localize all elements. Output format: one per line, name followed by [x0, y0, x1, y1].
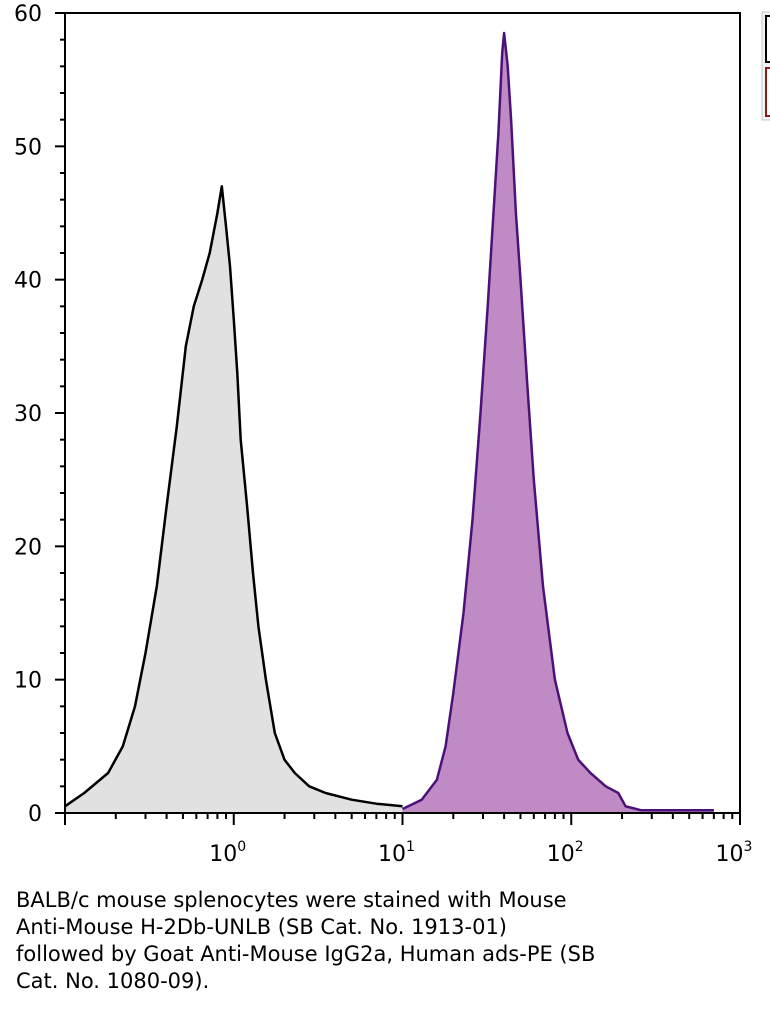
x-tick-exponent: 3 — [744, 839, 753, 855]
legend-swatch-stained — [765, 67, 770, 117]
x-axis: 100 101 102 103 — [64, 813, 753, 867]
y-tick-label: 30 — [14, 402, 42, 427]
x-tick-exponent: 2 — [575, 839, 584, 855]
x-tick-exponent: 1 — [406, 839, 415, 855]
y-tick-label: 40 — [14, 269, 42, 294]
y-tick-label: 10 — [14, 669, 42, 694]
series-layer — [64, 31, 714, 814]
x-tick-label: 100 — [209, 839, 246, 867]
y-tick-label: 50 — [14, 135, 42, 160]
y-tick-label: 60 — [14, 2, 42, 27]
series-1-line — [64, 185, 403, 808]
legend-box — [761, 11, 770, 121]
series-2-line — [401, 31, 714, 812]
figure-caption: BALB/c mouse splenocytes were stained wi… — [16, 888, 596, 993]
x-tick-label: 102 — [547, 839, 584, 867]
series-2-area — [402, 33, 714, 813]
series-1-area — [65, 186, 403, 814]
y-tick-label: 20 — [14, 535, 42, 560]
y-axis: 0 10 20 30 40 50 60 — [14, 2, 65, 827]
x-tick-label: 103 — [716, 839, 753, 867]
x-tick-exponent: 0 — [237, 839, 246, 855]
x-tick-label: 101 — [378, 839, 415, 867]
y-tick-label: 0 — [28, 802, 42, 827]
legend-swatch-control — [765, 15, 770, 63]
